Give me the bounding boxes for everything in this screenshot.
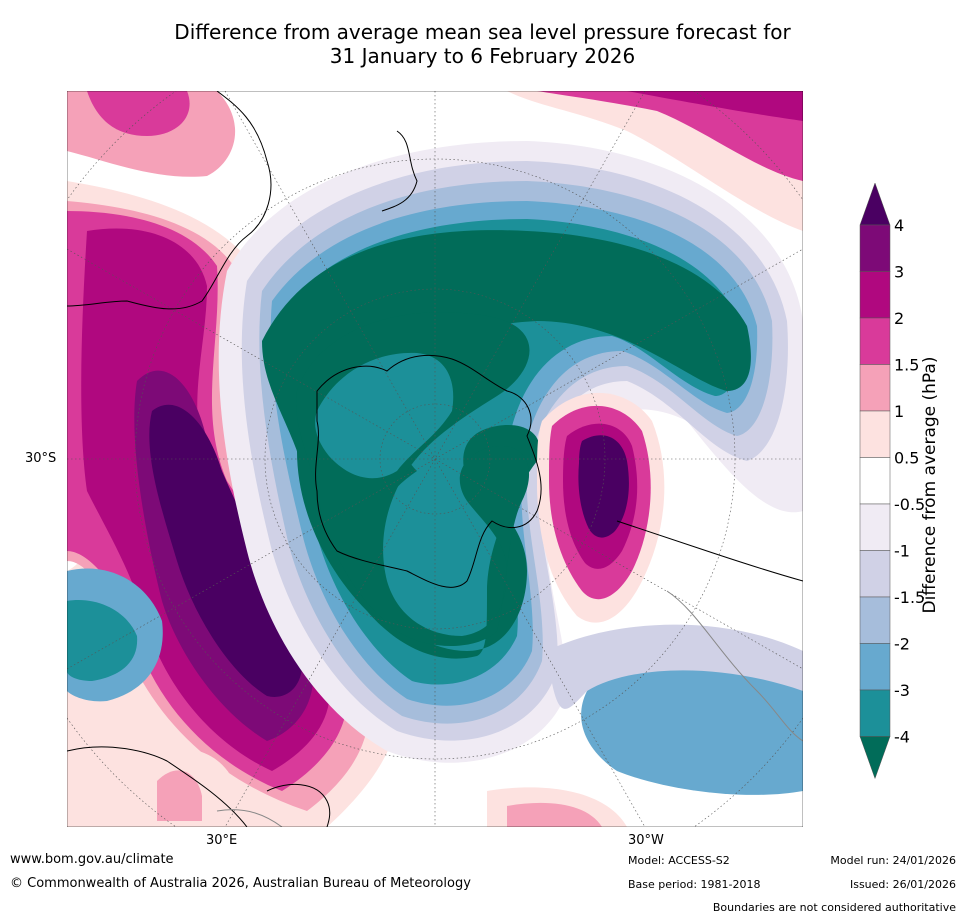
colorbar-tick-label: 0.5 (894, 449, 919, 468)
coastlines (67, 91, 803, 827)
negative-anomaly-sw (581, 651, 803, 795)
colorbar-tick-label: 4 (894, 216, 904, 235)
colorbar-swatch (859, 364, 891, 412)
colorbar-tick-label: -4 (894, 728, 910, 747)
positive-anomaly-s-2 (157, 770, 202, 821)
south-america-coast (616, 520, 803, 582)
colorbar-swatch (859, 550, 891, 598)
colorbar-extend-top (859, 182, 891, 226)
positive-anomaly-4 (149, 404, 303, 697)
colorbar-tick-label: -2 (894, 635, 910, 654)
colorbar-swatch (859, 503, 891, 551)
title-line-2: 31 January to 6 February 2026 (329, 44, 636, 68)
negative-anomaly-w-core (67, 600, 138, 681)
colorbar-swatch (859, 271, 891, 319)
colorbar-tick-label: 1 (894, 402, 904, 421)
africa-coast-2 (266, 783, 331, 827)
positive-anomaly-ne-3 (627, 91, 803, 121)
colorbar-swatches (859, 182, 891, 780)
colorbar-tick-label: -3 (894, 681, 910, 700)
colorbar-swatch (859, 410, 891, 458)
lat-label-30s: 30°S (25, 451, 57, 466)
antarctica-negative-3 (315, 352, 454, 479)
colorbar-swatch (859, 689, 891, 737)
australia-coast (67, 91, 272, 310)
footer-disclaimer: Boundaries are not considered authoritat… (712, 901, 956, 914)
africa-coast (67, 746, 248, 827)
lon-label-30w: 30°W (628, 833, 664, 848)
new-zealand-coast (381, 130, 418, 212)
colorbar-swatch (859, 457, 891, 505)
colorbar-swatch (859, 643, 891, 691)
lon-label-30e: 30°E (206, 833, 238, 848)
colorbar-label: Difference from average (hPa) (920, 356, 940, 614)
colorbar-tick-label: -0.5 (894, 495, 925, 514)
colorbar: 4 3 2 1.5 1 0.5 -0.5 -1 -1.5 -2 -3 -4 (859, 182, 925, 780)
colorbar-ticks: 4 3 2 1.5 1 0.5 -0.5 -1 -1.5 -2 -3 -4 (894, 216, 925, 747)
positive-anomaly-s-4 (507, 802, 602, 827)
colorbar-extend-bottom (859, 736, 891, 780)
antarctica-coast (315, 354, 542, 588)
colorbar-tick-label: 2 (894, 309, 904, 328)
colorbar-swatch (859, 596, 891, 644)
colorbar-swatch (859, 224, 891, 272)
graticule (67, 91, 803, 827)
colorbar-swatch (859, 317, 891, 365)
positive-anomaly-nw-2 (87, 91, 190, 136)
colorbar-tick-label: 3 (894, 263, 904, 282)
footer-website[interactable]: www.bom.gov.au/climate (10, 852, 174, 867)
colorbar-tick-label: 1.5 (894, 356, 919, 375)
positive-anomaly-se-4 (578, 435, 629, 538)
colorbar-tick-label: -1 (894, 542, 910, 561)
colorbar-tick-label: -1.5 (894, 588, 925, 607)
map-title: Difference from average mean sea level p… (0, 20, 965, 68)
title-line-1: Difference from average mean sea level p… (174, 20, 791, 44)
pressure-anomaly-map (67, 91, 803, 827)
country-borders (216, 590, 803, 827)
positive-anomaly-ne-2 (537, 91, 803, 181)
footer-copyright: © Commonwealth of Australia 2026, Austra… (10, 876, 471, 891)
footer-base-period: Base period: 1981-2018 (628, 878, 761, 891)
footer-issued: Issued: 26/01/2026 (849, 878, 956, 891)
negative-anomaly-sw-light (547, 624, 803, 709)
footer-model-run: Model run: 24/01/2026 (830, 854, 956, 867)
footer-model: Model: ACCESS-S2 (628, 854, 730, 867)
